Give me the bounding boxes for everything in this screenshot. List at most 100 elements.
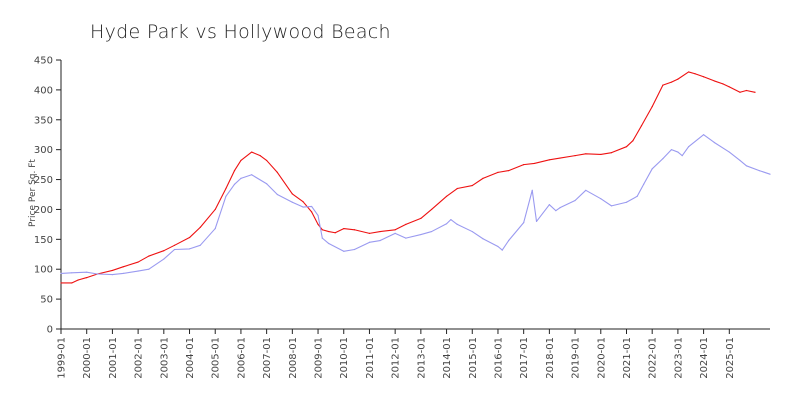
y-tick-label: 350 [34,115,53,126]
data-point [533,162,535,165]
data-point [71,282,73,284]
x-tick-label: 2017-01 [519,337,530,379]
data-point [368,232,371,234]
data-point [276,171,278,173]
data-point [199,244,201,246]
data-point [379,239,381,242]
data-point [497,171,499,173]
data-point [456,223,458,225]
x-tick-label: 2009-01 [314,337,325,379]
data-point [266,159,268,162]
x-tick-label: 2022-01 [648,337,659,379]
data-point [482,238,484,240]
data-point [745,165,748,167]
x-axis-ticks: 1999-01 2000-01 2001-01 2002-01 2003-01 2004-… [57,329,736,379]
data-point [555,210,557,212]
x-tick-label: 2008-01 [288,337,299,379]
data-point [497,245,499,248]
data-point [368,241,371,243]
data-point [394,232,396,234]
data-point [60,272,62,275]
x-tick-label: 2016-01 [493,337,504,379]
data-point [173,244,176,246]
data-point [585,189,587,191]
data-point [334,232,336,234]
data-point [199,226,201,228]
data-point [240,159,242,162]
data-point [508,239,510,242]
series-2 [60,134,771,276]
y-axis-ticks: 0 50 100 150 200 250 300 350 400 450 [34,56,61,336]
data-point [86,276,88,279]
y-axis-label: Price Per Sq. Ft [28,159,38,227]
data-point [535,220,538,222]
data-point [662,84,664,86]
data-point [713,80,715,82]
data-point [311,205,313,208]
data-point [379,230,381,233]
x-tick-label: 2021-01 [622,337,633,379]
data-point [259,155,261,157]
x-tick-label: 2003-01 [159,337,170,379]
y-tick-label: 150 [34,235,53,246]
data-point [482,177,484,179]
data-point [188,248,191,250]
data-point [173,248,176,251]
data-point [610,152,613,154]
data-point [745,89,748,92]
data-point [574,199,576,202]
data-point [328,230,330,233]
x-tick-label: 2024-01 [699,337,710,379]
data-point [77,279,79,281]
data-point [163,258,165,260]
x-tick-label: 2001-01 [108,337,119,379]
data-point [769,173,771,175]
x-tick-label: 2023-01 [673,337,684,379]
x-tick-label: 2025-01 [725,337,736,379]
y-tick-label: 450 [34,56,53,67]
x-tick-label: 2019-01 [571,337,582,379]
data-point [445,195,448,197]
data-point [214,227,216,230]
data-point [420,217,422,220]
data-point [670,81,673,83]
data-point [251,151,253,153]
x-tick-label: 2013-01 [416,337,427,379]
data-point [523,164,525,166]
x-tick-label: 2015-01 [468,337,479,379]
data-point [450,219,452,221]
y-tick-label: 0 [47,325,53,336]
data-point [302,201,304,203]
series-line [61,71,756,284]
data-point [163,250,165,252]
data-point [548,204,550,206]
data-point [501,249,503,251]
data-point [703,134,705,136]
data-point [96,273,99,275]
data-point [148,268,150,270]
y-tick-label: 300 [34,145,53,156]
data-point [559,157,561,159]
data-point [670,149,673,151]
data-point [122,272,124,275]
data-point [600,153,602,156]
data-point [111,274,114,276]
series-layer [60,71,771,284]
data-point [302,206,304,208]
x-tick-label: 2004-01 [185,337,196,379]
data-point [688,146,690,148]
data-point [471,230,473,233]
data-point [585,153,587,155]
data-point [225,195,227,197]
data-point [739,91,741,93]
data-point [728,151,730,153]
data-point [610,205,613,207]
data-point [677,78,679,80]
data-point [445,223,448,225]
data-point [148,255,150,257]
data-point [651,106,653,108]
y-tick-label: 400 [34,85,53,96]
data-point [430,230,433,233]
data-point [311,211,313,213]
data-point [559,207,561,209]
